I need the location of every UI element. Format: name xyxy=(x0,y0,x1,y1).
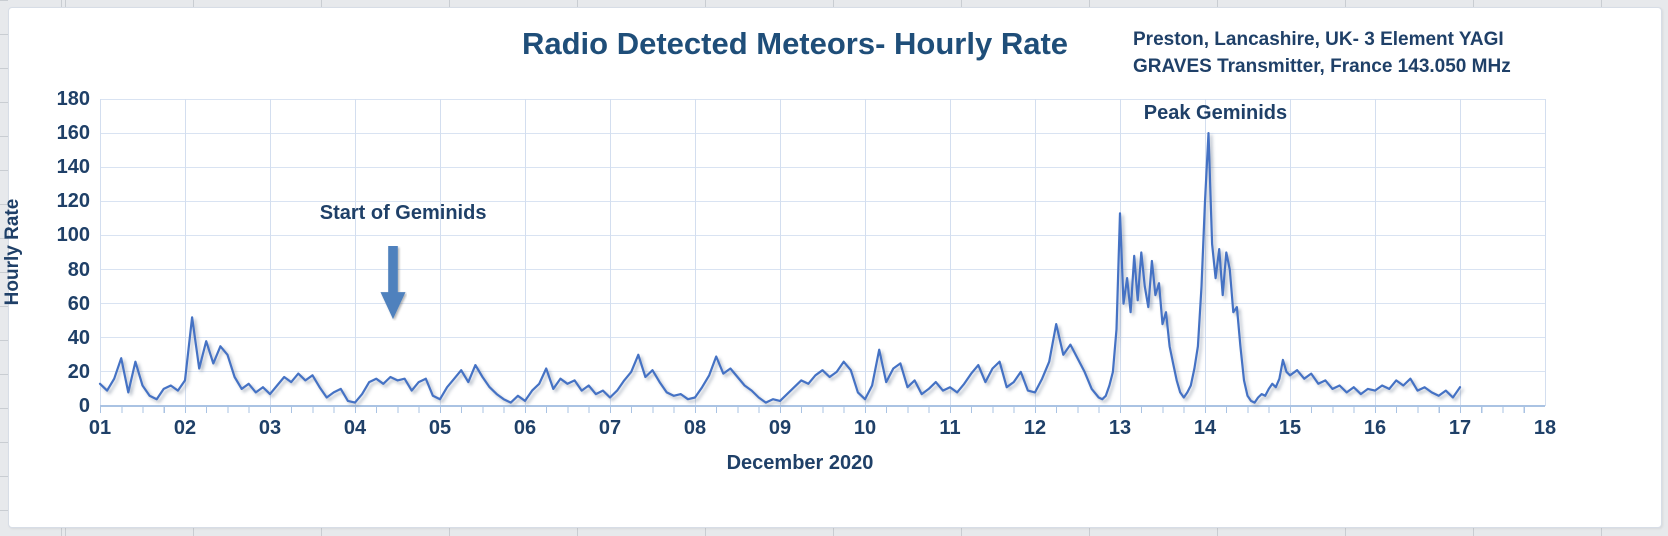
vertical-gridline xyxy=(1034,99,1036,406)
x-axis-tick-label: 14 xyxy=(1193,417,1217,439)
x-axis-tick-label: 07 xyxy=(598,417,622,439)
x-axis-tick-label: 11 xyxy=(939,417,961,439)
x-axis-tick-label: 03 xyxy=(258,417,282,439)
vertical-gridline xyxy=(1204,99,1206,406)
excel-grid-right-strip xyxy=(1662,0,1668,536)
horizontal-gridline xyxy=(100,337,1545,339)
y-axis-tick-label: 80 xyxy=(67,258,90,281)
x-axis-tick-label: 02 xyxy=(173,417,197,439)
horizontal-gridline xyxy=(100,166,1545,168)
vertical-gridline xyxy=(1544,99,1546,406)
x-axis-tick-label: 15 xyxy=(1278,417,1302,439)
x-axis-tick-label: 05 xyxy=(428,417,452,439)
x-axis-tick-label: 16 xyxy=(1363,417,1387,439)
vertical-gridline xyxy=(864,99,866,406)
horizontal-gridline xyxy=(100,98,1545,100)
y-axis-tick-label: 40 xyxy=(67,326,90,349)
horizontal-gridline xyxy=(100,303,1545,305)
vertical-gridline xyxy=(524,99,526,406)
excel-grid-bottom-strip xyxy=(0,528,1668,536)
horizontal-gridline xyxy=(100,132,1545,134)
vertical-gridline xyxy=(269,99,271,406)
vertical-gridline xyxy=(1374,99,1376,406)
vertical-gridline xyxy=(949,99,951,406)
down-arrow-icon xyxy=(380,245,406,319)
x-axis-tick-label: 04 xyxy=(343,417,367,439)
horizontal-gridline xyxy=(100,234,1545,236)
vertical-gridline xyxy=(779,99,781,406)
y-axis-tick-label: 140 xyxy=(56,156,90,179)
annotation-start-of-geminids: Start of Geminids xyxy=(319,201,487,224)
x-axis-line xyxy=(100,405,1545,407)
y-axis-tick-label: 100 xyxy=(56,224,90,247)
x-axis-tick-label: 17 xyxy=(1448,417,1472,439)
y-axis-tick-label: 20 xyxy=(67,360,90,383)
x-axis-tick-label: 13 xyxy=(1108,417,1132,439)
vertical-gridline xyxy=(1459,99,1461,406)
vertical-gridline xyxy=(1119,99,1121,406)
y-axis-tick-label: 0 xyxy=(78,395,90,417)
vertical-gridline xyxy=(1289,99,1291,406)
y-axis-tick-label: 120 xyxy=(56,190,90,213)
meteor-rate-line xyxy=(98,132,1462,404)
x-axis-title: December 2020 xyxy=(726,452,874,474)
x-axis-tick-label: 09 xyxy=(768,417,792,439)
chart-subtitle: Preston, Lancashire, UK- 3 Element YAGI … xyxy=(1133,29,1511,77)
vertical-gridline xyxy=(354,99,356,406)
vertical-gridline xyxy=(694,99,696,406)
horizontal-gridline xyxy=(100,371,1545,373)
x-axis-tick-label: 10 xyxy=(853,417,877,439)
x-axis-minor-ticks xyxy=(100,407,1545,413)
vertical-gridline xyxy=(184,99,186,406)
vertical-gridline xyxy=(439,99,441,406)
x-axis-tick-label: 08 xyxy=(683,417,707,439)
y-axis-tick-label: 180 xyxy=(56,88,90,110)
vertical-gridline xyxy=(609,99,611,406)
x-axis-tick-label: 01 xyxy=(88,417,112,439)
horizontal-gridline xyxy=(100,269,1545,271)
x-axis-tick-label: 18 xyxy=(1533,417,1557,439)
x-axis-tick-label: 06 xyxy=(513,417,537,439)
excel-grid-top-strip xyxy=(0,0,1668,7)
chart-canvas[interactable] xyxy=(8,7,1662,528)
x-axis-tick-label: 12 xyxy=(1023,417,1047,439)
chart-title: Radio Detected Meteors- Hourly Rate xyxy=(521,26,1069,61)
horizontal-gridline xyxy=(100,200,1545,202)
y-axis-tick-label: 60 xyxy=(67,292,90,315)
y-axis-tick-label: 160 xyxy=(56,122,90,145)
excel-grid-left-strip xyxy=(0,0,8,536)
annotation-peak-geminids: Peak Geminids xyxy=(1143,101,1288,124)
vertical-gridline xyxy=(99,99,101,406)
